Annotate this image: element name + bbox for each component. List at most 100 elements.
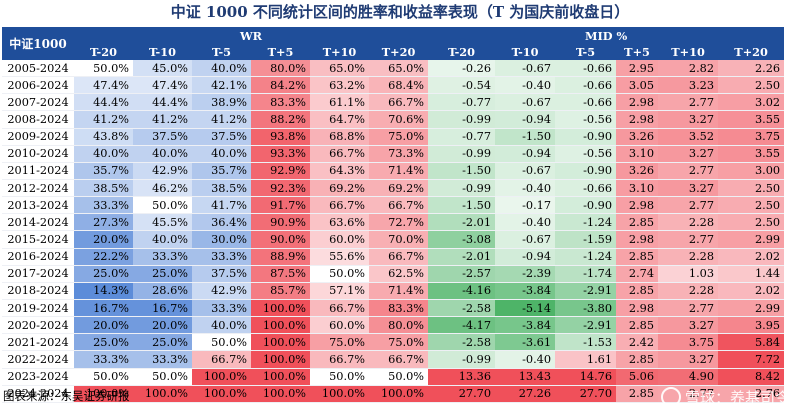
mid-cell: 27.26 <box>495 385 556 403</box>
mid-cell: -3.84 <box>495 316 556 334</box>
mid-cell: 2.85 <box>616 213 659 231</box>
wr-cell: 41.7% <box>192 196 251 214</box>
mid-cell: -3.61 <box>495 333 556 351</box>
mid-cell: -2.91 <box>555 282 617 300</box>
period-cell: 2023-2024 <box>7 370 69 384</box>
mid-cell: 3.05 <box>616 76 659 94</box>
mid-cell: 2.77 <box>658 230 719 249</box>
mid-cell: 3.23 <box>658 76 719 94</box>
wr-cell: 50.0% <box>74 60 133 77</box>
mid-cell: -0.40 <box>495 213 556 231</box>
mid-cell: 3.27 <box>658 145 719 163</box>
wr-cell: 40.0% <box>133 145 192 163</box>
mid-cell: -0.26 <box>428 60 496 77</box>
wr-cell: 70.0% <box>369 230 429 249</box>
wr-cell: 45.5% <box>133 213 192 231</box>
wr-cell: 64.7% <box>310 110 369 129</box>
mid-cell: -0.99 <box>428 179 496 197</box>
wr-cell: 66.7% <box>192 350 251 369</box>
mid-cell: 1.61 <box>555 350 617 369</box>
wr-cell: 25.0% <box>133 333 192 351</box>
mid-cell: -0.66 <box>555 60 617 77</box>
table-title: 中证 1000 不同统计区间的胜率和收益率表现（T 为国庆前收盘日） <box>170 3 630 21</box>
mid-cell: -0.67 <box>495 230 556 249</box>
wr-cell: 50.0% <box>369 368 429 386</box>
mid-cell: 3.27 <box>658 350 719 369</box>
table-row: 2015-2024 20.0% 40.0% 30.0% 90.0% 60.0% 70.0% -… <box>2 230 785 249</box>
wr-cell: 85.7% <box>251 282 310 300</box>
wr-cell: 46.2% <box>133 179 192 197</box>
sub-header: T+20 <box>718 44 785 60</box>
period-cell: 2016-2024 <box>7 250 69 264</box>
mid-cell: 5.84 <box>718 333 785 351</box>
wr-cell: 42.9% <box>133 162 192 180</box>
mid-cell: -3.84 <box>495 282 556 300</box>
mid-cell: 3.26 <box>616 128 659 146</box>
mid-cell: 13.43 <box>495 368 556 386</box>
wr-cell: 66.7% <box>310 350 369 369</box>
period-cell: 2009-2024 <box>7 130 69 144</box>
table-row: 2006-2024 47.4% 47.4% 42.1% 84.2% 63.2% 68.4% -… <box>2 76 785 94</box>
mid-cell: 3.75 <box>718 128 785 146</box>
wr-cell: 20.0% <box>74 230 133 249</box>
wr-cell: 16.7% <box>74 299 133 317</box>
wr-cell: 91.7% <box>251 196 310 214</box>
table-row: 2008-2024 41.2% 41.2% 41.2% 88.2% 64.7% 70.6% -… <box>2 110 785 129</box>
wr-cell: 37.5% <box>192 128 251 146</box>
mid-cell: 7.72 <box>718 350 785 369</box>
wr-cell: 66.7% <box>369 196 429 214</box>
period-cell: 2017-2024 <box>7 267 69 281</box>
period-cell: 2014-2024 <box>7 215 69 229</box>
period-cell: 2022-2024 <box>7 352 69 366</box>
mid-cell: 2.26 <box>718 60 785 77</box>
mid-cell: -0.56 <box>555 145 617 163</box>
wr-cell: 73.3% <box>369 145 429 163</box>
mid-cell: 2.98 <box>616 93 659 111</box>
wr-cell: 62.5% <box>369 265 429 283</box>
wr-cell: 100.0% <box>251 368 310 386</box>
mid-cell: 2.76 <box>718 385 785 403</box>
wr-cell: 16.7% <box>133 299 192 317</box>
period-cell: 2021-2024 <box>7 335 69 349</box>
wr-cell: 100.0% <box>251 299 310 317</box>
wr-cell: 42.9% <box>192 282 251 300</box>
mid-cell: 2.82 <box>658 60 719 77</box>
wr-cell: 25.0% <box>74 333 133 351</box>
mid-cell: -0.66 <box>555 76 617 94</box>
wr-cell: 88.2% <box>251 110 310 129</box>
wr-cell: 63.6% <box>310 213 369 231</box>
source-note: 图表来源：东吴证券研报 <box>3 389 130 403</box>
mid-cell: 3.52 <box>658 128 719 146</box>
wr-cell: 33.3% <box>133 350 192 369</box>
mid-cell: 2.50 <box>718 76 785 94</box>
mid-cell: -0.67 <box>495 162 556 180</box>
mid-cell: -1.50 <box>428 196 496 214</box>
wr-cell: 50.0% <box>310 265 369 283</box>
sub-header: T+10 <box>310 44 369 60</box>
wr-cell: 80.0% <box>251 60 310 77</box>
table-row: 2016-2024 22.2% 33.3% 33.3% 88.9% 55.6% 66.7% -… <box>2 248 785 266</box>
mid-cell: 5.06 <box>616 368 659 386</box>
mid-cell: 2.28 <box>658 248 719 266</box>
wr-cell: 50.0% <box>133 196 192 214</box>
wr-cell: 100.0% <box>310 385 369 403</box>
mid-cell: 3.00 <box>718 162 785 180</box>
mid-cell: -0.66 <box>555 93 617 111</box>
wr-cell: 65.0% <box>369 60 429 77</box>
wr-cell: 50.0% <box>133 368 192 386</box>
table-row: 2023-2024 50.0% 50.0% 100.0% 100.0% 50.0% 50.0… <box>2 368 785 386</box>
wr-cell: 43.8% <box>74 128 133 146</box>
mid-cell: 13.36 <box>428 368 496 386</box>
wr-cell: 42.1% <box>192 76 251 94</box>
wr-cell: 35.7% <box>192 162 251 180</box>
wr-cell: 100.0% <box>369 385 429 403</box>
mid-cell: -1.24 <box>555 213 617 231</box>
wr-cell: 40.0% <box>192 60 251 77</box>
table-row: 2014-2024 27.3% 45.5% 36.4% 90.9% 63.6% 72.7% -… <box>2 213 785 231</box>
index-label: 中证1000 <box>2 27 74 60</box>
mid-cell: -5.14 <box>495 299 556 317</box>
mid-cell: 3.02 <box>718 93 785 111</box>
wr-cell: 66.7% <box>369 93 429 111</box>
mid-cell: -2.39 <box>495 265 556 283</box>
wr-cell: 66.7% <box>369 248 429 266</box>
